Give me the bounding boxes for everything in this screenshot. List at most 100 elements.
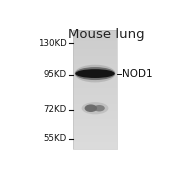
- Bar: [73, 39, 117, 41]
- Bar: [73, 112, 117, 113]
- Bar: [73, 35, 117, 36]
- Bar: [73, 140, 117, 141]
- Ellipse shape: [94, 105, 105, 111]
- Bar: [73, 60, 117, 61]
- Bar: [73, 135, 117, 136]
- Ellipse shape: [75, 69, 115, 78]
- Bar: [73, 74, 117, 75]
- Bar: [73, 62, 117, 63]
- Bar: [73, 46, 117, 48]
- Bar: [73, 98, 117, 99]
- Bar: [73, 63, 117, 64]
- Bar: [73, 126, 117, 128]
- Bar: [73, 111, 117, 112]
- Bar: [73, 132, 117, 134]
- Bar: [73, 136, 117, 137]
- Bar: [73, 137, 117, 138]
- Ellipse shape: [75, 65, 116, 82]
- Bar: [73, 42, 117, 43]
- Bar: [73, 144, 117, 146]
- Bar: [73, 81, 117, 82]
- Bar: [73, 93, 117, 94]
- Bar: [73, 30, 117, 31]
- Bar: [73, 37, 117, 38]
- Bar: [73, 44, 117, 45]
- Bar: [73, 33, 117, 35]
- Bar: [73, 73, 117, 74]
- Text: NOD1: NOD1: [122, 69, 152, 79]
- Bar: [73, 105, 117, 106]
- Ellipse shape: [75, 67, 115, 80]
- Bar: [73, 67, 117, 68]
- Bar: [73, 117, 117, 118]
- Bar: [73, 116, 117, 117]
- Bar: [73, 71, 117, 73]
- Ellipse shape: [82, 102, 108, 114]
- Bar: [73, 107, 117, 109]
- Bar: [73, 40, 117, 42]
- Bar: [73, 118, 117, 119]
- Bar: [73, 141, 117, 142]
- Bar: [73, 77, 117, 79]
- Bar: [73, 129, 117, 130]
- Bar: [73, 52, 117, 54]
- Bar: [73, 110, 117, 111]
- Bar: [73, 85, 117, 86]
- Bar: [73, 86, 117, 87]
- Bar: [73, 113, 117, 114]
- Bar: [73, 79, 117, 80]
- Bar: [73, 43, 117, 44]
- Text: 72KD: 72KD: [43, 105, 66, 114]
- Bar: [73, 45, 117, 47]
- Bar: [73, 57, 117, 58]
- Bar: [73, 50, 117, 51]
- Bar: [73, 125, 117, 127]
- Bar: [73, 122, 117, 123]
- Bar: [73, 143, 117, 144]
- Bar: [73, 48, 117, 49]
- Bar: [73, 75, 117, 76]
- Bar: [73, 142, 117, 143]
- Text: 55KD: 55KD: [43, 134, 66, 143]
- Text: 130KD: 130KD: [38, 39, 66, 48]
- Bar: [73, 100, 117, 102]
- Bar: [73, 80, 117, 81]
- Bar: [73, 31, 117, 32]
- Bar: [73, 88, 117, 89]
- Bar: [73, 131, 117, 132]
- Bar: [73, 82, 117, 84]
- Bar: [73, 68, 117, 69]
- Bar: [73, 147, 117, 148]
- Bar: [73, 61, 117, 62]
- Bar: [73, 30, 117, 149]
- Ellipse shape: [85, 104, 97, 112]
- Bar: [73, 92, 117, 93]
- Bar: [73, 101, 117, 103]
- Bar: [73, 51, 117, 53]
- Bar: [73, 124, 117, 125]
- Text: 95KD: 95KD: [43, 70, 66, 79]
- Bar: [73, 54, 117, 55]
- Bar: [73, 83, 117, 85]
- Bar: [73, 99, 117, 100]
- Bar: [73, 58, 117, 60]
- Bar: [73, 130, 117, 131]
- Bar: [73, 134, 117, 135]
- Bar: [73, 89, 117, 91]
- Bar: [73, 87, 117, 88]
- Text: Mouse lung: Mouse lung: [68, 28, 145, 41]
- Bar: [73, 36, 117, 37]
- Bar: [73, 148, 117, 149]
- Bar: [73, 119, 117, 120]
- Bar: [73, 104, 117, 105]
- Bar: [73, 120, 117, 122]
- Bar: [73, 102, 117, 104]
- Bar: [73, 76, 117, 78]
- Bar: [73, 127, 117, 129]
- Bar: [73, 69, 117, 70]
- Bar: [73, 94, 117, 95]
- Bar: [73, 91, 117, 92]
- Bar: [73, 145, 117, 147]
- Bar: [73, 106, 117, 107]
- Bar: [73, 64, 117, 66]
